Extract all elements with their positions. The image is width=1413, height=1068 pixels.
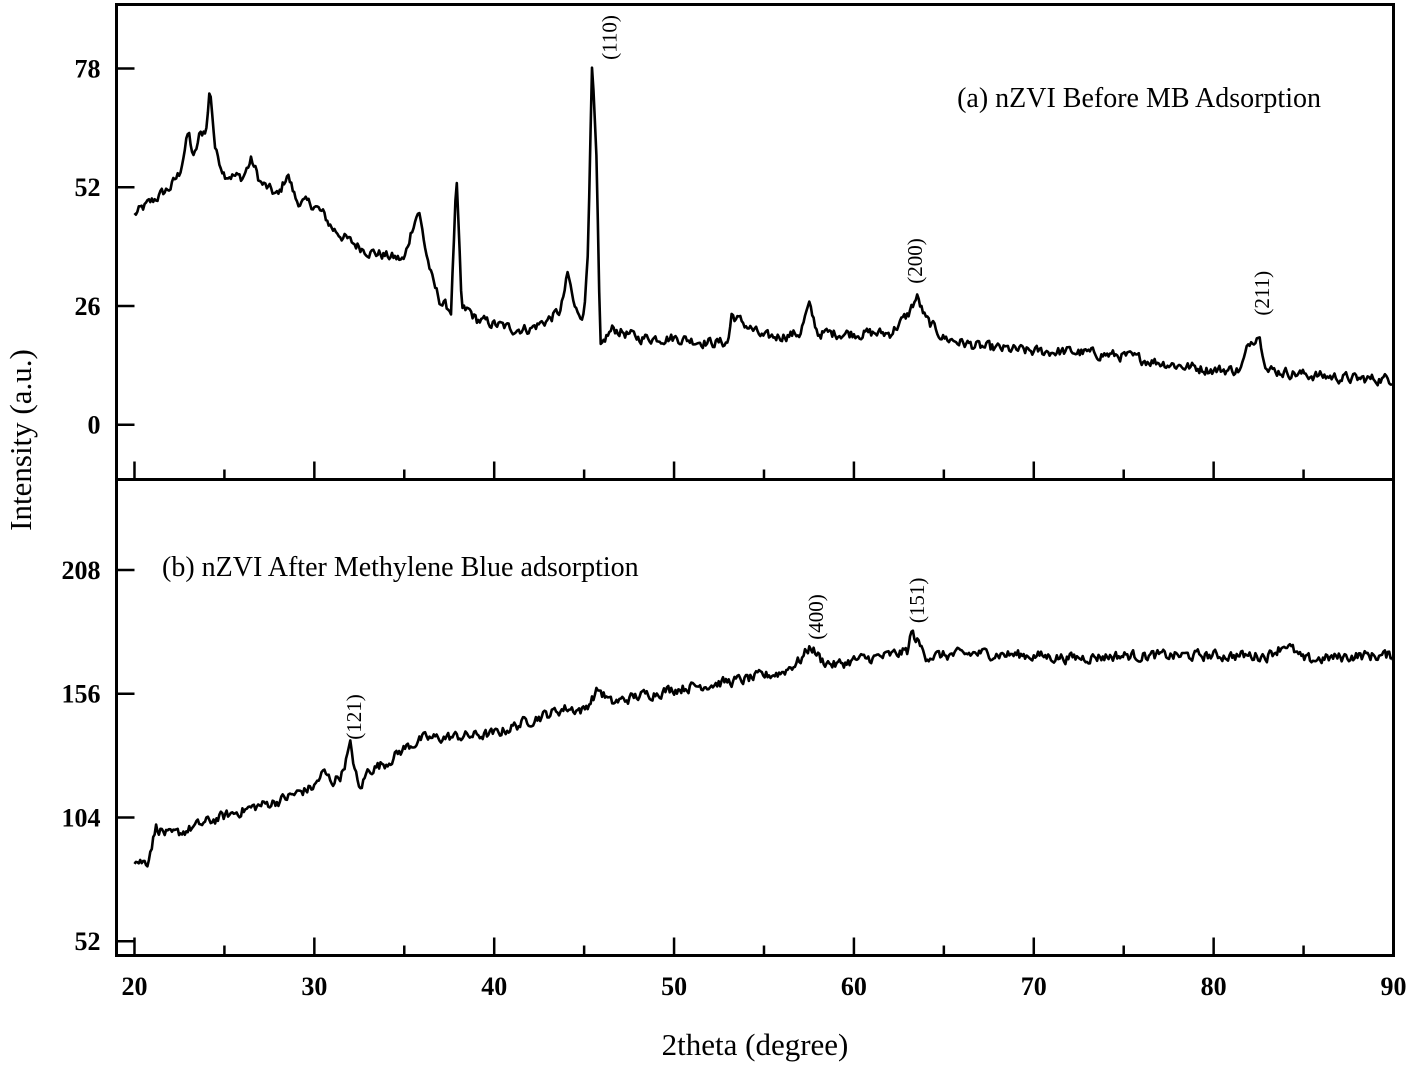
y-tick-label: 208 — [62, 556, 101, 585]
panel-label-a: (a) nZVI Before MB Adsorption — [957, 83, 1321, 114]
x-tick-label: 50 — [661, 972, 687, 1001]
y-tick-label: 52 — [75, 927, 101, 956]
y-tick-label: 0 — [88, 411, 101, 440]
peak-label: (121) — [342, 694, 366, 740]
peak-label: (200) — [903, 238, 927, 284]
x-tick-label: 60 — [841, 972, 867, 1001]
y-tick-label: 52 — [75, 173, 101, 202]
x-axis-title: 2theta (degree) — [662, 1027, 849, 1062]
x-tick-label: 70 — [1021, 972, 1047, 1001]
x-tick-label: 20 — [121, 972, 147, 1001]
x-tick-label: 40 — [481, 972, 507, 1001]
y-tick-label: 26 — [75, 292, 101, 321]
series-line-a — [133, 66, 1394, 387]
y-axis-title: Intensity (a.u.) — [3, 349, 38, 531]
data-series — [133, 66, 1395, 868]
series-line-b — [133, 629, 1395, 868]
y-tick-label: 156 — [62, 680, 101, 709]
axis-ticks — [116, 67, 1395, 956]
chart-labels: 0 26 52 78 (110) (200) (211) (a) nZVI Before MB… — [62, 15, 1407, 1001]
panel-label-b: (b) nZVI After Methylene Blue adsorption — [162, 552, 639, 583]
peak-label: (110) — [597, 15, 621, 60]
y-tick-label: 104 — [62, 803, 101, 832]
peak-label: (151) — [905, 578, 929, 624]
peak-label: (211) — [1250, 271, 1274, 316]
x-tick-label: 30 — [301, 972, 327, 1001]
x-tick-label: 80 — [1201, 972, 1227, 1001]
peak-label: (400) — [804, 594, 828, 640]
y-tick-label: 78 — [75, 54, 101, 83]
x-tick-label: 90 — [1381, 972, 1407, 1001]
